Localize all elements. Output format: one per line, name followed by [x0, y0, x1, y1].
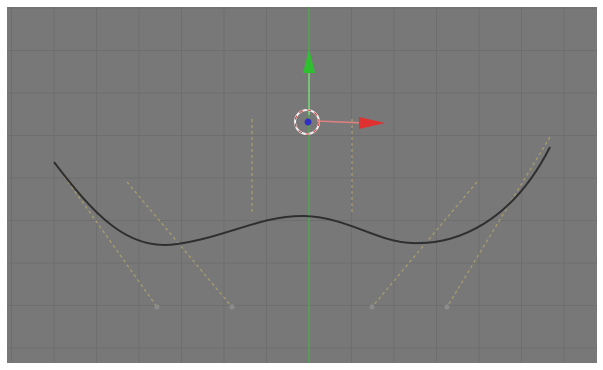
handle-point — [154, 304, 160, 310]
handle-point — [229, 304, 235, 310]
bezier-handles — [53, 117, 551, 308]
handle-point — [444, 304, 450, 310]
bezier-curve[interactable] — [53, 146, 551, 247]
viewport-grid — [7, 7, 597, 363]
handle-point — [369, 304, 375, 310]
handle-line-right-mid — [371, 181, 478, 308]
3d-cursor-icon[interactable] — [294, 109, 320, 135]
transform-gizmo[interactable] — [294, 49, 385, 135]
viewport-scene[interactable] — [7, 7, 597, 363]
3d-viewport[interactable] — [7, 7, 597, 363]
handle-points[interactable] — [154, 304, 450, 310]
handle-line-left-end — [53, 161, 158, 308]
move-x-arrow-icon[interactable] — [359, 117, 385, 129]
handle-line-right-end — [446, 136, 551, 308]
move-y-arrow-icon[interactable] — [303, 49, 315, 73]
gizmo-x-axis-line — [316, 120, 364, 124]
